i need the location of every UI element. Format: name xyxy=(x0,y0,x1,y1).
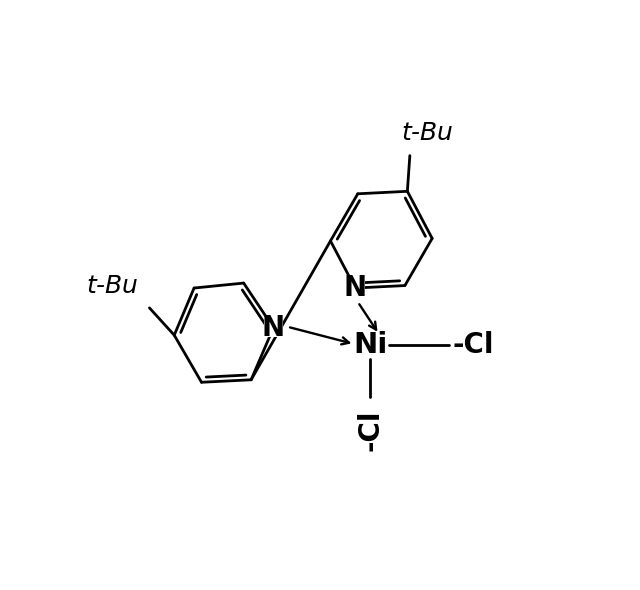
FancyBboxPatch shape xyxy=(346,278,365,297)
FancyBboxPatch shape xyxy=(264,318,284,337)
Text: N: N xyxy=(262,314,285,342)
Text: -Cl: -Cl xyxy=(452,331,493,359)
Text: $t$-Bu: $t$-Bu xyxy=(401,121,454,145)
Text: $t$-Bu: $t$-Bu xyxy=(86,274,139,298)
FancyBboxPatch shape xyxy=(355,335,385,356)
Text: Ni: Ni xyxy=(353,331,387,359)
Text: -Cl: -Cl xyxy=(356,409,384,451)
Text: N: N xyxy=(344,274,367,302)
